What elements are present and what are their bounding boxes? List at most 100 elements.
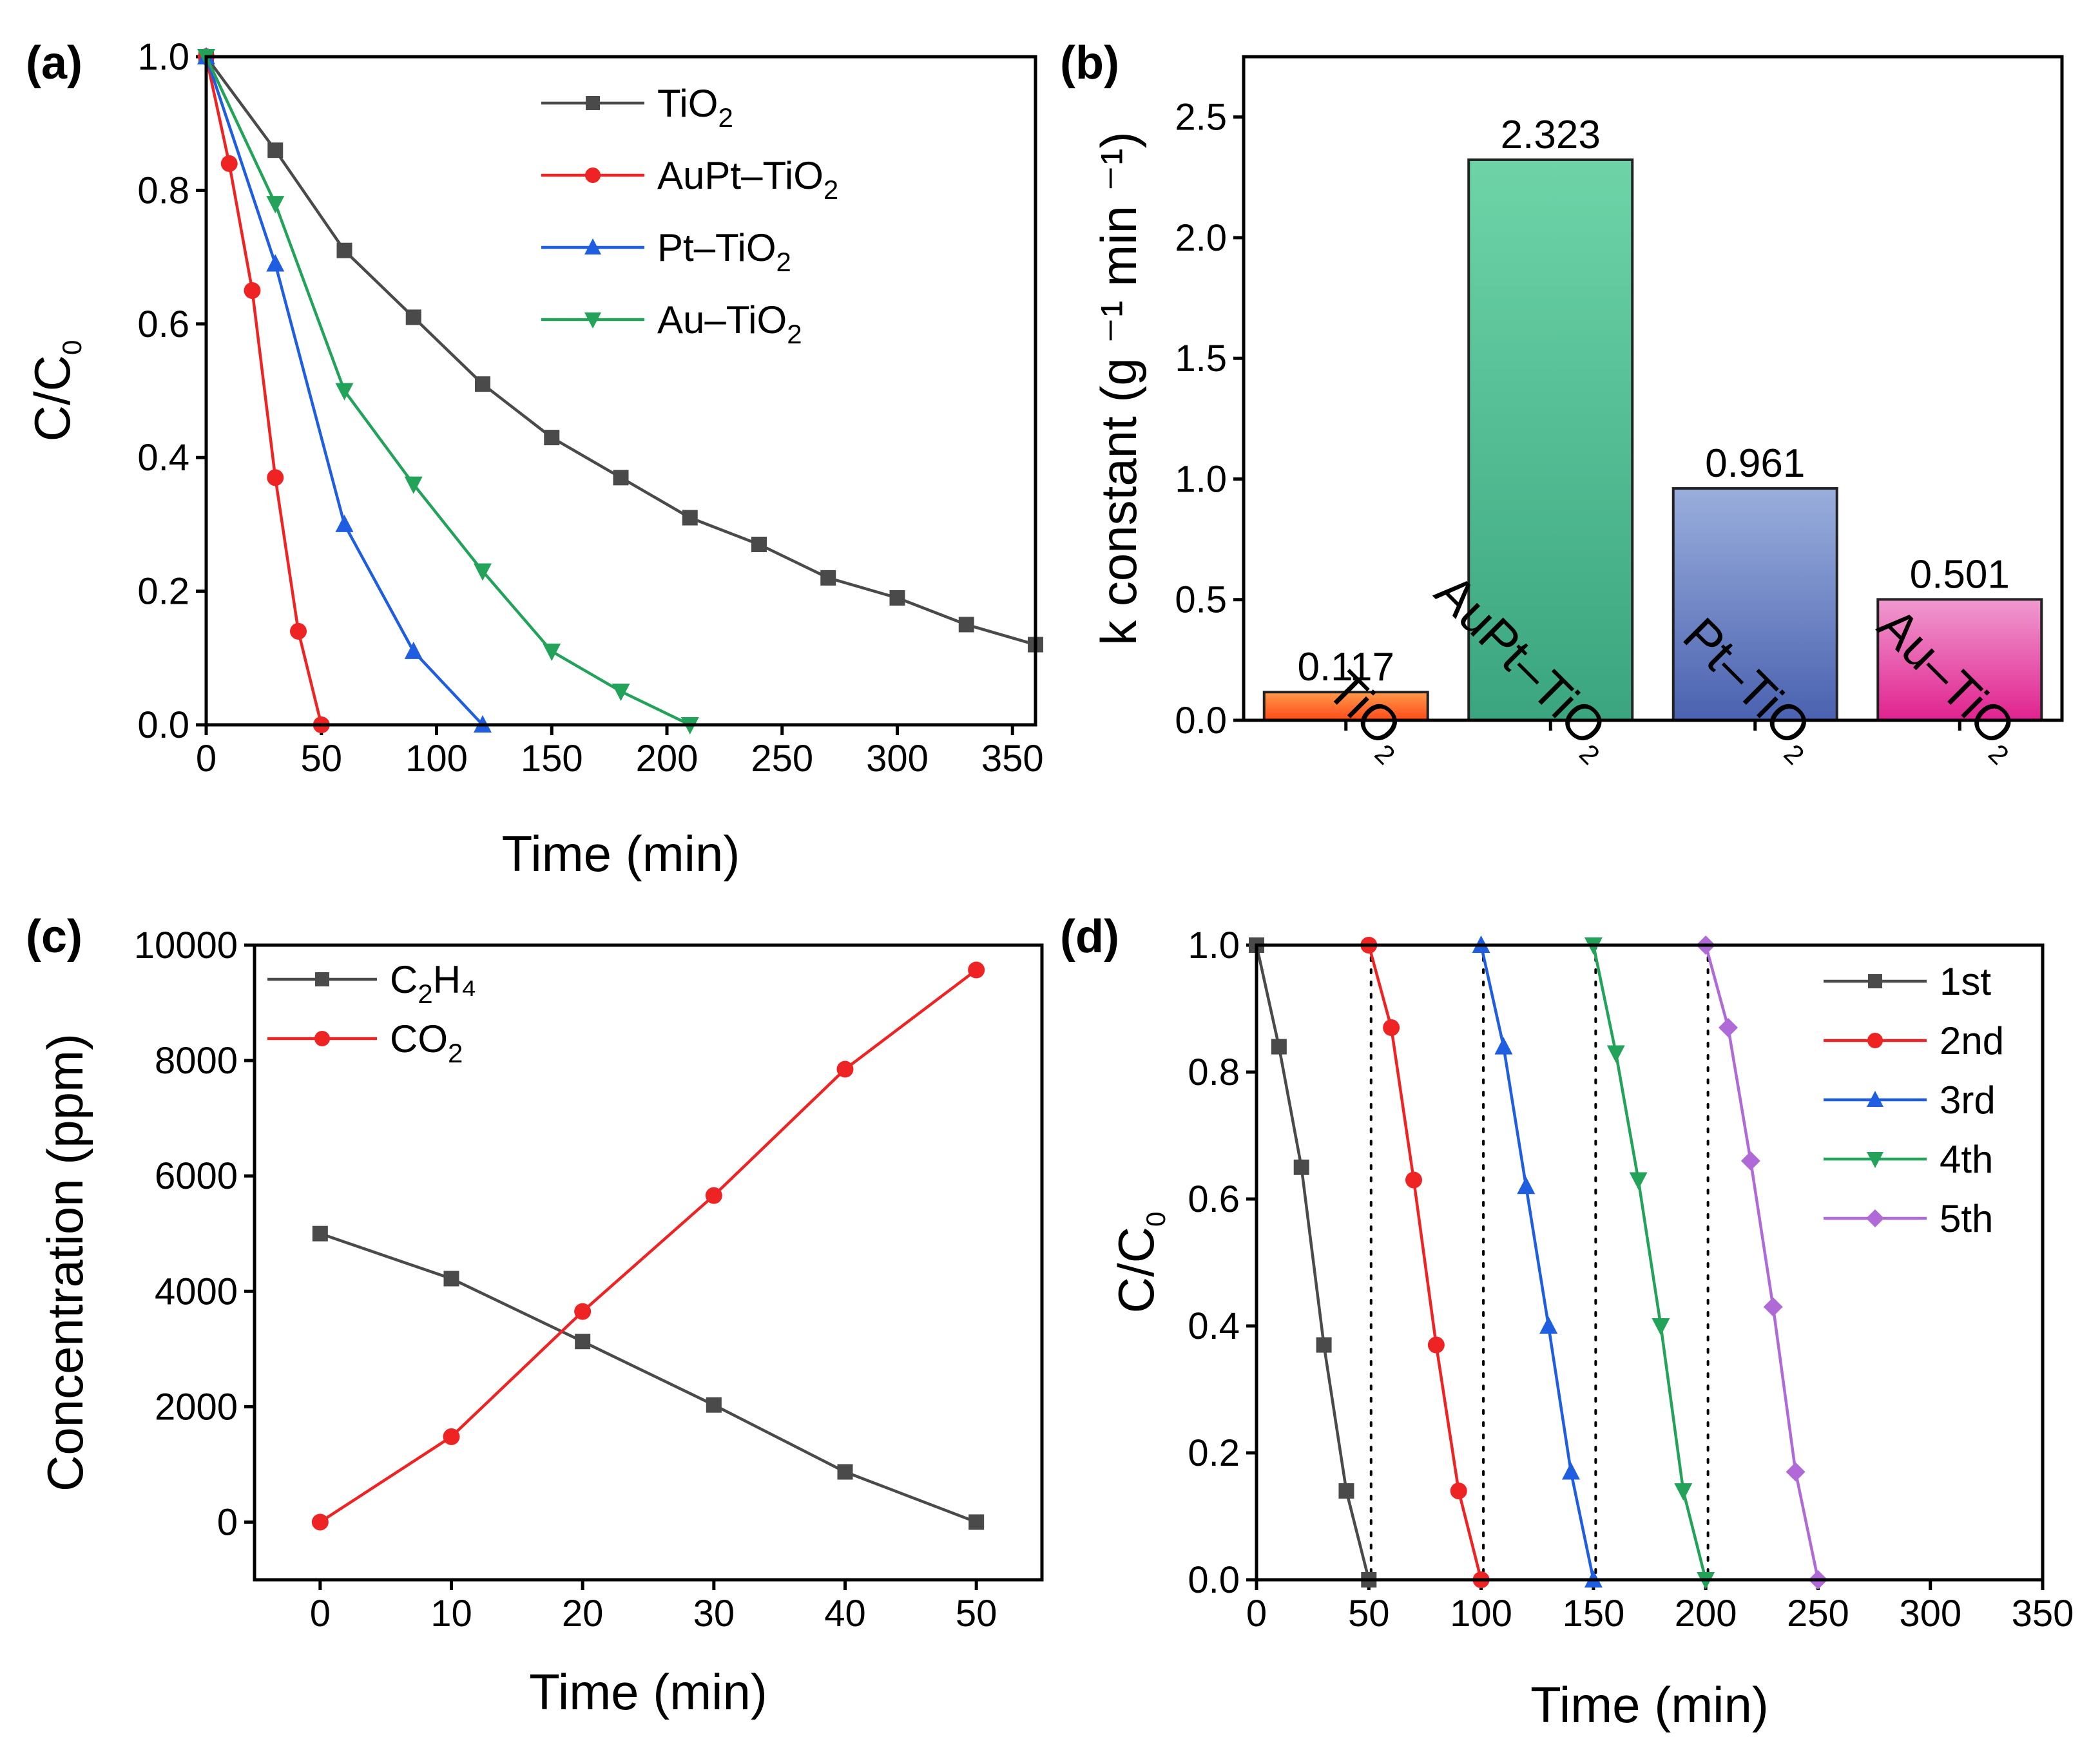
- y-tick-label: 10000: [134, 925, 238, 966]
- x-tick-label: 40: [824, 1593, 866, 1635]
- series-line-3: [204, 56, 691, 727]
- bar-value-label: 0.117: [1297, 645, 1394, 689]
- legend-label-2: 3rd: [1940, 1079, 1996, 1122]
- data-point: [574, 1303, 592, 1320]
- data-point: [575, 1334, 591, 1350]
- legend-marker: [1867, 1152, 1883, 1168]
- panel-c: 0 10 20 30 40 50 0 2000 4000 6000 8000 10000 Time (m…: [26, 911, 1044, 1720]
- panel-label: (c): [26, 911, 82, 963]
- y-axis-title: Concentration (ppm): [37, 1033, 93, 1492]
- data-point: [1629, 1172, 1648, 1190]
- y-axis-title: C/C0: [24, 340, 87, 442]
- data-point: [244, 282, 261, 299]
- x-axis-title: Time (min): [502, 825, 740, 882]
- panel-d: 0 50 100 150 200 250 300 350 0.0 0.2 0.4 0.6 0.8 1.0 T…: [1060, 911, 2074, 1733]
- x-tick-label: 20: [562, 1593, 604, 1635]
- series-line-1: [1367, 945, 1483, 1580]
- y-tick-label: 1.0: [1175, 458, 1227, 500]
- x-tick-label: 10: [430, 1593, 472, 1635]
- y-tick-label: 0: [217, 1501, 238, 1543]
- legend-label-1: AuPt–TiO2: [657, 154, 838, 205]
- series-line-2: [1479, 945, 1595, 1580]
- data-point: [1674, 1483, 1693, 1501]
- data-point: [266, 196, 285, 214]
- data-point: [474, 563, 492, 581]
- x-tick-label: 0: [1246, 1593, 1267, 1635]
- x-tick-label: 350: [981, 738, 1044, 780]
- data-point: [404, 476, 423, 494]
- x-tick-label: 200: [636, 738, 698, 780]
- series-line-1: [204, 56, 323, 725]
- data-point: [705, 1187, 722, 1204]
- data-point: [612, 684, 630, 702]
- data-point: [1316, 1337, 1332, 1353]
- x-tick-label: 150: [1562, 1593, 1624, 1635]
- data-point: [706, 1397, 722, 1413]
- plot-frame: [1255, 943, 2045, 1582]
- data-point: [543, 643, 561, 661]
- legend-label-0: C2H₄: [390, 958, 477, 1009]
- data-point: [682, 510, 698, 526]
- y-tick-label: 4000: [155, 1271, 238, 1312]
- legend-label-0: TiO2: [657, 82, 733, 133]
- legend-marker: [1867, 1033, 1883, 1048]
- data-point: [311, 1513, 329, 1531]
- y-tick-label: 1.5: [1175, 338, 1227, 379]
- data-point: [1517, 1176, 1536, 1194]
- data-point: [267, 469, 284, 486]
- data-point: [405, 309, 421, 325]
- y-tick-label: 0.0: [1175, 700, 1227, 742]
- legend-marker: [1866, 1209, 1884, 1227]
- legend-marker: [586, 96, 600, 110]
- y-tick-label: 2000: [155, 1386, 238, 1428]
- y-tick-label: 0.8: [137, 169, 189, 211]
- data-point: [475, 376, 490, 392]
- bar-value-label: 0.501: [1910, 552, 2010, 597]
- data-point: [335, 514, 354, 532]
- data-point: [443, 1271, 459, 1287]
- data-point: [958, 617, 974, 633]
- data-point: [1338, 1483, 1354, 1499]
- data-point: [336, 242, 352, 258]
- legend-marker: [584, 312, 601, 329]
- x-tick-label: 300: [1899, 1593, 1961, 1635]
- y-tick-label: 0.2: [137, 571, 189, 613]
- data-point: [290, 622, 307, 640]
- data-point: [1786, 1462, 1806, 1482]
- x-axis-title: Time (min): [529, 1664, 767, 1720]
- x-tick-label: 50: [1348, 1593, 1390, 1635]
- legend-marker: [584, 238, 601, 254]
- y-tick-label: 8000: [155, 1040, 238, 1082]
- y-axis-title: C/C0: [1108, 1212, 1171, 1314]
- x-axis-title: Time (min): [1530, 1676, 1769, 1733]
- data-point: [1719, 1018, 1738, 1038]
- data-point: [1763, 1297, 1783, 1317]
- data-point: [220, 155, 238, 172]
- x-tick-label: 250: [751, 738, 813, 780]
- data-point: [443, 1428, 460, 1445]
- legend-marker: [314, 1031, 330, 1046]
- bar-value-label: 0.961: [1705, 441, 1805, 486]
- data-point: [312, 1225, 328, 1242]
- data-point: [1427, 1336, 1445, 1354]
- x-tick-label: 100: [1450, 1593, 1512, 1635]
- x-tick-label: 50: [300, 738, 342, 780]
- x-tick-label: 200: [1675, 1593, 1737, 1635]
- data-point: [1494, 1037, 1513, 1055]
- x-tick-label: 0: [196, 738, 217, 780]
- series-line-3: [1592, 945, 1708, 1580]
- data-point: [836, 1060, 854, 1078]
- y-tick-label: 0.0: [137, 704, 189, 746]
- bar-value-label: 2.323: [1501, 113, 1601, 157]
- data-point: [1383, 1019, 1400, 1037]
- y-tick-label: 0.4: [137, 437, 189, 479]
- plot-frame: [1242, 55, 2064, 722]
- panel-label: (b): [1060, 37, 1119, 89]
- x-tick-label: 0: [310, 1593, 331, 1635]
- legend-marker: [1867, 1091, 1883, 1107]
- y-tick-label: 0.0: [1188, 1559, 1240, 1601]
- panel-label: (d): [1060, 911, 1119, 963]
- data-point: [613, 470, 629, 486]
- plot-frame: [204, 55, 1037, 727]
- legend-label-3: 4th: [1940, 1138, 1993, 1181]
